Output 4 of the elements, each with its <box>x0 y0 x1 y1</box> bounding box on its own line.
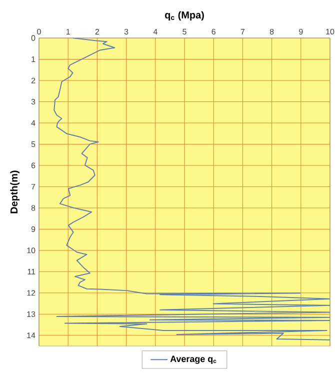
x-axis-title: q$_{c}$ (Mpa) <box>165 11 204 20</box>
y-axis-title: Depth(m) <box>10 170 20 214</box>
line-series <box>54 38 330 340</box>
legend-label: Average q$_{c}$ <box>170 356 216 364</box>
